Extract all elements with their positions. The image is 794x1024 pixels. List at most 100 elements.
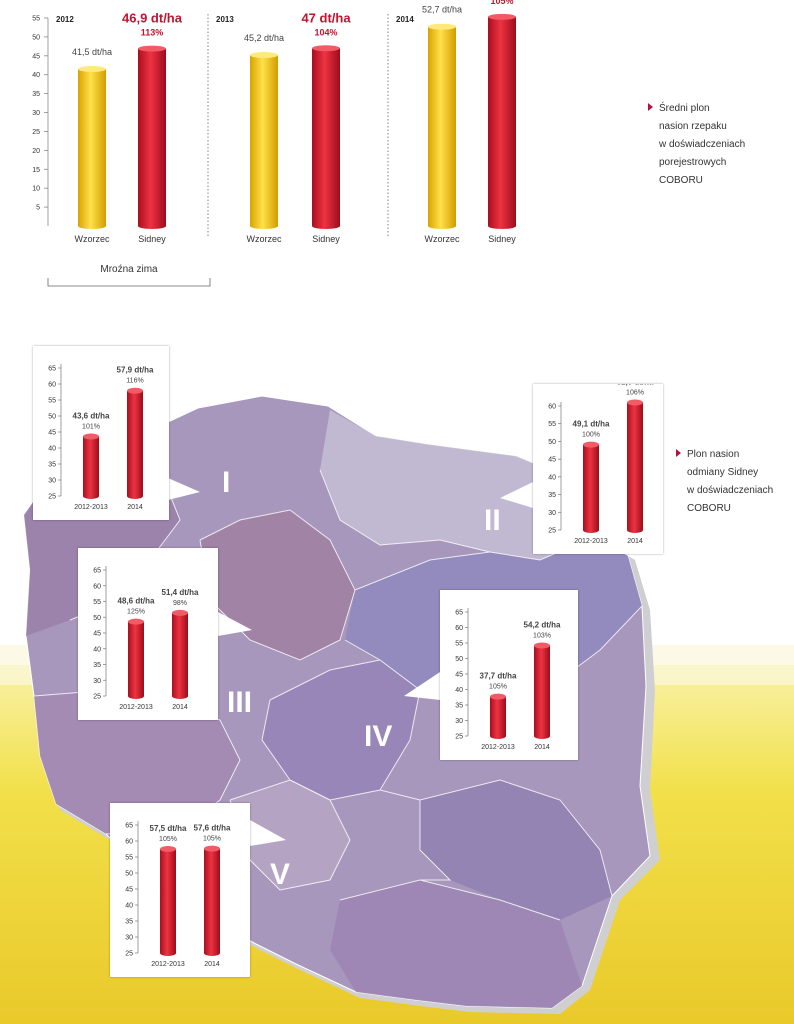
y-tick-label: 60 — [548, 404, 556, 411]
data-label: 47 dt/ha — [301, 10, 351, 25]
y-tick-label: 20 — [32, 148, 40, 155]
bar-sidney-base — [627, 527, 643, 533]
region-chart-i-svg: 25 30 35 40 45 50 55 60 65 43,6 dt/ha 101% 2012-201… — [48, 364, 154, 511]
data-label: 48,6 dt/ha — [118, 597, 155, 606]
y-tick-label: 55 — [125, 855, 133, 862]
y-tick-label: 35 — [125, 919, 133, 926]
y-tick-label: 40 — [455, 687, 463, 694]
y-tick-label: 45 — [125, 887, 133, 894]
data-label: 52,7 dt/ha — [422, 5, 462, 15]
bar-sidney-top — [488, 13, 516, 20]
legend-top: Średni plon nasion rzepaku w doświadczen… — [648, 100, 745, 190]
y-tick-label: 30 — [455, 718, 463, 725]
year-label: 2013 — [216, 15, 234, 24]
pct-label: 98% — [173, 600, 187, 607]
y-tick-label: 50 — [32, 34, 40, 41]
legend-map-line-3: COBORU — [687, 503, 731, 514]
region-chart-ii: 25 30 35 40 45 50 55 60 49,1 dt/ha 100% 2012-2013 6… — [533, 384, 663, 554]
y-tick-label: 60 — [93, 583, 101, 590]
y-tick-label: 40 — [125, 903, 133, 910]
bar-wzorzec — [78, 69, 106, 227]
y-tick-label: 35 — [455, 703, 463, 710]
bar-sidney-top — [138, 45, 166, 52]
category-label: 2014 — [534, 744, 550, 751]
bar-sidney-base — [312, 223, 340, 229]
region-label-ii: II — [484, 504, 501, 537]
category-label: Sidney — [138, 234, 166, 244]
y-tick-label: 50 — [48, 414, 56, 421]
region-label-v: V — [270, 858, 290, 891]
bar-sidney-base — [138, 223, 166, 229]
y-tick-label: 25 — [548, 528, 556, 535]
data-label: 57,5 dt/ha — [150, 824, 187, 833]
data-label: 61,0 dt/ha — [617, 384, 654, 386]
bar-sidney — [534, 645, 550, 736]
bar-sidney — [488, 16, 516, 227]
y-tick-label: 60 — [455, 625, 463, 632]
y-tick-label: 55 — [32, 16, 40, 23]
data-label: 57,6 dt/ha — [194, 824, 231, 833]
y-tick-label: 5 — [36, 205, 40, 212]
bar-sidney-base — [488, 223, 516, 229]
y-tick-label: 50 — [125, 871, 133, 878]
category-label: 2014 — [172, 704, 188, 711]
bar-sidney — [127, 390, 143, 496]
bar-sidney — [204, 848, 220, 953]
data-label: 51,4 dt/ha — [162, 588, 199, 597]
category-label: 2014 — [127, 504, 143, 511]
bar-sidney-top — [312, 45, 340, 52]
bar-sidney-base — [127, 493, 143, 499]
region-label-i: I — [222, 466, 230, 499]
callout-pointer-ii — [500, 482, 533, 508]
legend-top-line-2: w doświadczeniach — [659, 139, 746, 150]
y-tick-label: 25 — [125, 951, 133, 958]
legend-map-line-2: w doświadczeniach — [687, 485, 774, 496]
callout-pointer-iv — [404, 672, 440, 700]
category-label: Wzorzec — [74, 234, 110, 244]
y-tick-label: 30 — [548, 510, 556, 517]
category-label: 2014 — [204, 961, 220, 968]
y-tick-label: 35 — [32, 91, 40, 98]
y-tick-label: 30 — [48, 478, 56, 485]
y-tick-label: 40 — [32, 72, 40, 79]
y-tick-label: 35 — [548, 492, 556, 499]
data-label: 49,1 dt/ha — [573, 420, 610, 429]
y-tick-label: 50 — [93, 615, 101, 622]
y-tick-label: 30 — [93, 678, 101, 685]
y-tick-label: 40 — [48, 446, 56, 453]
bar-sidney-top — [204, 845, 220, 852]
y-tick-label: 30 — [125, 935, 133, 942]
bar-wzorzec — [250, 55, 278, 227]
y-tick-label: 45 — [32, 53, 40, 60]
bar-wzorzec-top — [428, 23, 456, 30]
y-tick-label: 45 — [48, 430, 56, 437]
data-label: 54,2 dt/ha — [524, 620, 561, 629]
y-tick-label: 25 — [455, 734, 463, 741]
category-label: 2012-2013 — [74, 504, 108, 511]
note-bracket — [47, 278, 211, 287]
y-tick-label: 25 — [48, 494, 56, 501]
bar-sidney — [312, 48, 340, 226]
pct-label: 100% — [582, 432, 600, 439]
bar-sidney-top — [128, 618, 144, 625]
bar-wzorzec-top — [250, 52, 278, 59]
bar-wzorzec-base — [428, 223, 456, 229]
bar-sidney-base — [583, 527, 599, 533]
legend-top-line-0: Średni plon — [648, 100, 745, 118]
pct-label: 105% — [490, 0, 513, 6]
y-tick-label: 35 — [93, 662, 101, 669]
y-tick-label: 50 — [548, 439, 556, 446]
bar-sidney — [138, 48, 166, 227]
legend-map-line-0: Plon nasion — [676, 446, 773, 464]
note-label: Mroźna zima — [100, 264, 158, 275]
bar-sidney-base — [490, 733, 506, 739]
pct-label: 104% — [314, 27, 337, 37]
pct-label: 116% — [126, 378, 143, 385]
region-label-iv: IV — [364, 720, 392, 753]
data-label: 45,2 dt/ha — [244, 33, 284, 43]
region-label-iii: III — [227, 686, 252, 719]
bar-sidney — [128, 621, 144, 696]
callout-pointer-i — [168, 478, 200, 500]
bar-sidney-top — [534, 642, 550, 649]
bar-sidney — [583, 444, 599, 530]
